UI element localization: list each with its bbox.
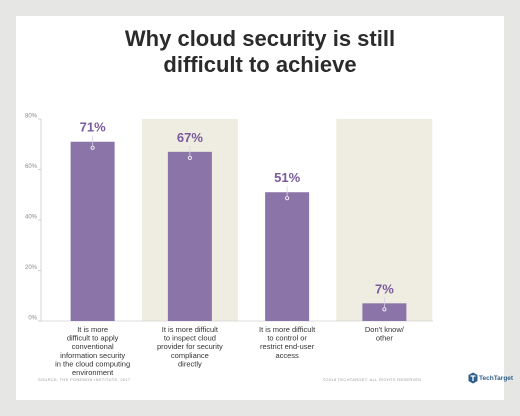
y-tick-label: 80% — [25, 114, 38, 120]
techtarget-logo-mark-icon — [468, 372, 478, 384]
category-label-line: access — [275, 351, 299, 360]
category-label-line: directly — [178, 359, 202, 368]
shaded-band — [336, 119, 433, 321]
category-label-line: to inspect cloud — [164, 334, 216, 343]
bar-value-label: 7% — [375, 281, 394, 296]
category-label-line: It is more difficult — [162, 325, 219, 334]
y-tick-label: 0% — [28, 316, 37, 322]
category-label-line: environment — [72, 368, 114, 377]
bar — [70, 141, 115, 321]
category-label: It is more difficult to apply conventional… — [55, 325, 130, 377]
category-label-line: It is more — [77, 325, 108, 334]
y-tick-label: 60% — [25, 164, 38, 170]
category-label: Don't know/other — [365, 325, 405, 343]
bar-marker-icon — [382, 307, 387, 312]
category-label-line: restrict end-user — [260, 342, 315, 351]
y-tick-label: 20% — [25, 265, 38, 271]
category-label-line: compliance — [171, 351, 209, 360]
category-label-line: It is more difficult — [259, 325, 316, 334]
bar-value-label: 71% — [80, 120, 106, 135]
category-label-line: Don't know/ — [365, 325, 405, 334]
bar-marker-icon — [90, 145, 95, 150]
source-note: SOURCE: THE PONEMON INSTITUTE, 2017 — [38, 377, 131, 382]
bar — [265, 192, 310, 321]
category-label-line: to control or — [267, 334, 307, 343]
bar-value-label: 67% — [177, 130, 203, 145]
bar — [362, 303, 407, 321]
category-label: It is more difficult to control or restric… — [259, 325, 316, 360]
y-tick-label: 40% — [25, 215, 38, 221]
category-label-line: difficult to apply — [67, 334, 119, 343]
techtarget-logo: TechTarget — [468, 372, 513, 388]
category-label-line: other — [376, 334, 394, 343]
category-label-line: in the cloud computing — [55, 359, 130, 368]
chart-title-line-2: difficult to achieve — [163, 52, 357, 77]
category-label: It is more difficult to inspect cloud prov… — [157, 325, 223, 368]
bar-marker-icon — [285, 196, 290, 201]
category-label-line: provider for security — [157, 342, 223, 351]
chart-title: Why cloud security is still difficult to… — [0, 26, 520, 78]
bar-value-label: 51% — [274, 170, 300, 185]
category-label-line: information security — [60, 351, 125, 360]
chart-title-line-1: Why cloud security is still — [124, 26, 396, 51]
bar-marker-icon — [187, 155, 192, 160]
bar — [167, 151, 212, 321]
category-label-line: conventional — [72, 342, 114, 351]
copyright-note: ©2018 TECHTARGET. ALL RIGHTS RESERVED — [323, 377, 422, 382]
techtarget-logo-text: TechTarget — [479, 375, 514, 382]
